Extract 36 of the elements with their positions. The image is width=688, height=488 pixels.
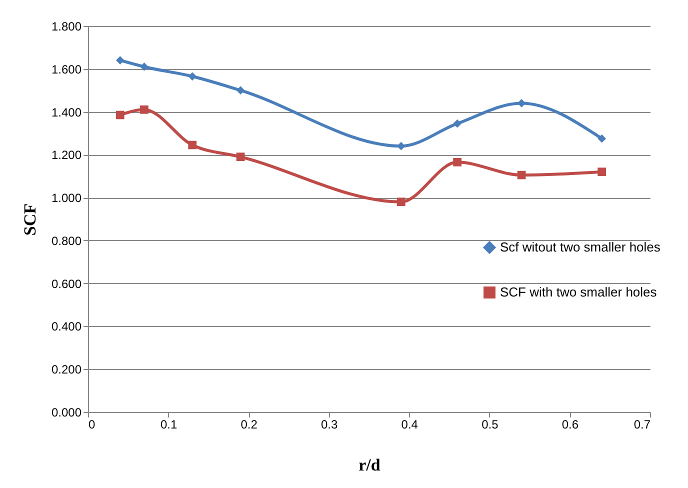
y-tick-label: 0.600 [51,276,82,291]
point [188,140,197,150]
y-tick-label: 1.400 [51,105,82,120]
y-tick-label: 0.000 [51,406,82,420]
y-axis-title: SCF [20,203,40,236]
y-tick-label: 0.400 [51,320,82,334]
legend-label: Scf witout two smaller holes [500,240,661,254]
point [453,158,462,166]
point [116,56,124,64]
y-tick-label: 1.200 [51,148,82,162]
x-tick-label: 0 [88,418,96,432]
x-tick-label: 0.3 [321,418,338,432]
point [598,168,606,176]
x-tick-label: 0.5 [482,418,499,432]
y-tick-label: 0.800 [51,234,82,248]
x-tick-label: 0.2 [240,418,258,432]
y-tick-label: 1.800 [51,20,82,34]
y-tick-label: 0.200 [51,362,82,377]
x-tick-label: 0.1 [160,418,178,432]
point [188,72,197,81]
y-tick-label: 1.600 [51,62,82,76]
point [598,134,606,143]
point [396,198,406,206]
point [140,62,148,71]
point [517,170,526,180]
legend-label: SCF with two smaller holes [500,284,658,300]
x-axis-title: r/d [358,456,381,474]
point [236,152,245,161]
point [116,110,124,120]
x-tick-label: 0.4 [401,418,418,432]
point [140,105,148,114]
y-tick-label: 1.000 [51,191,82,206]
x-tick-label: 0.6 [562,418,579,432]
x-tick-label: 0.7 [634,418,651,432]
point [453,119,462,128]
point [236,86,245,95]
